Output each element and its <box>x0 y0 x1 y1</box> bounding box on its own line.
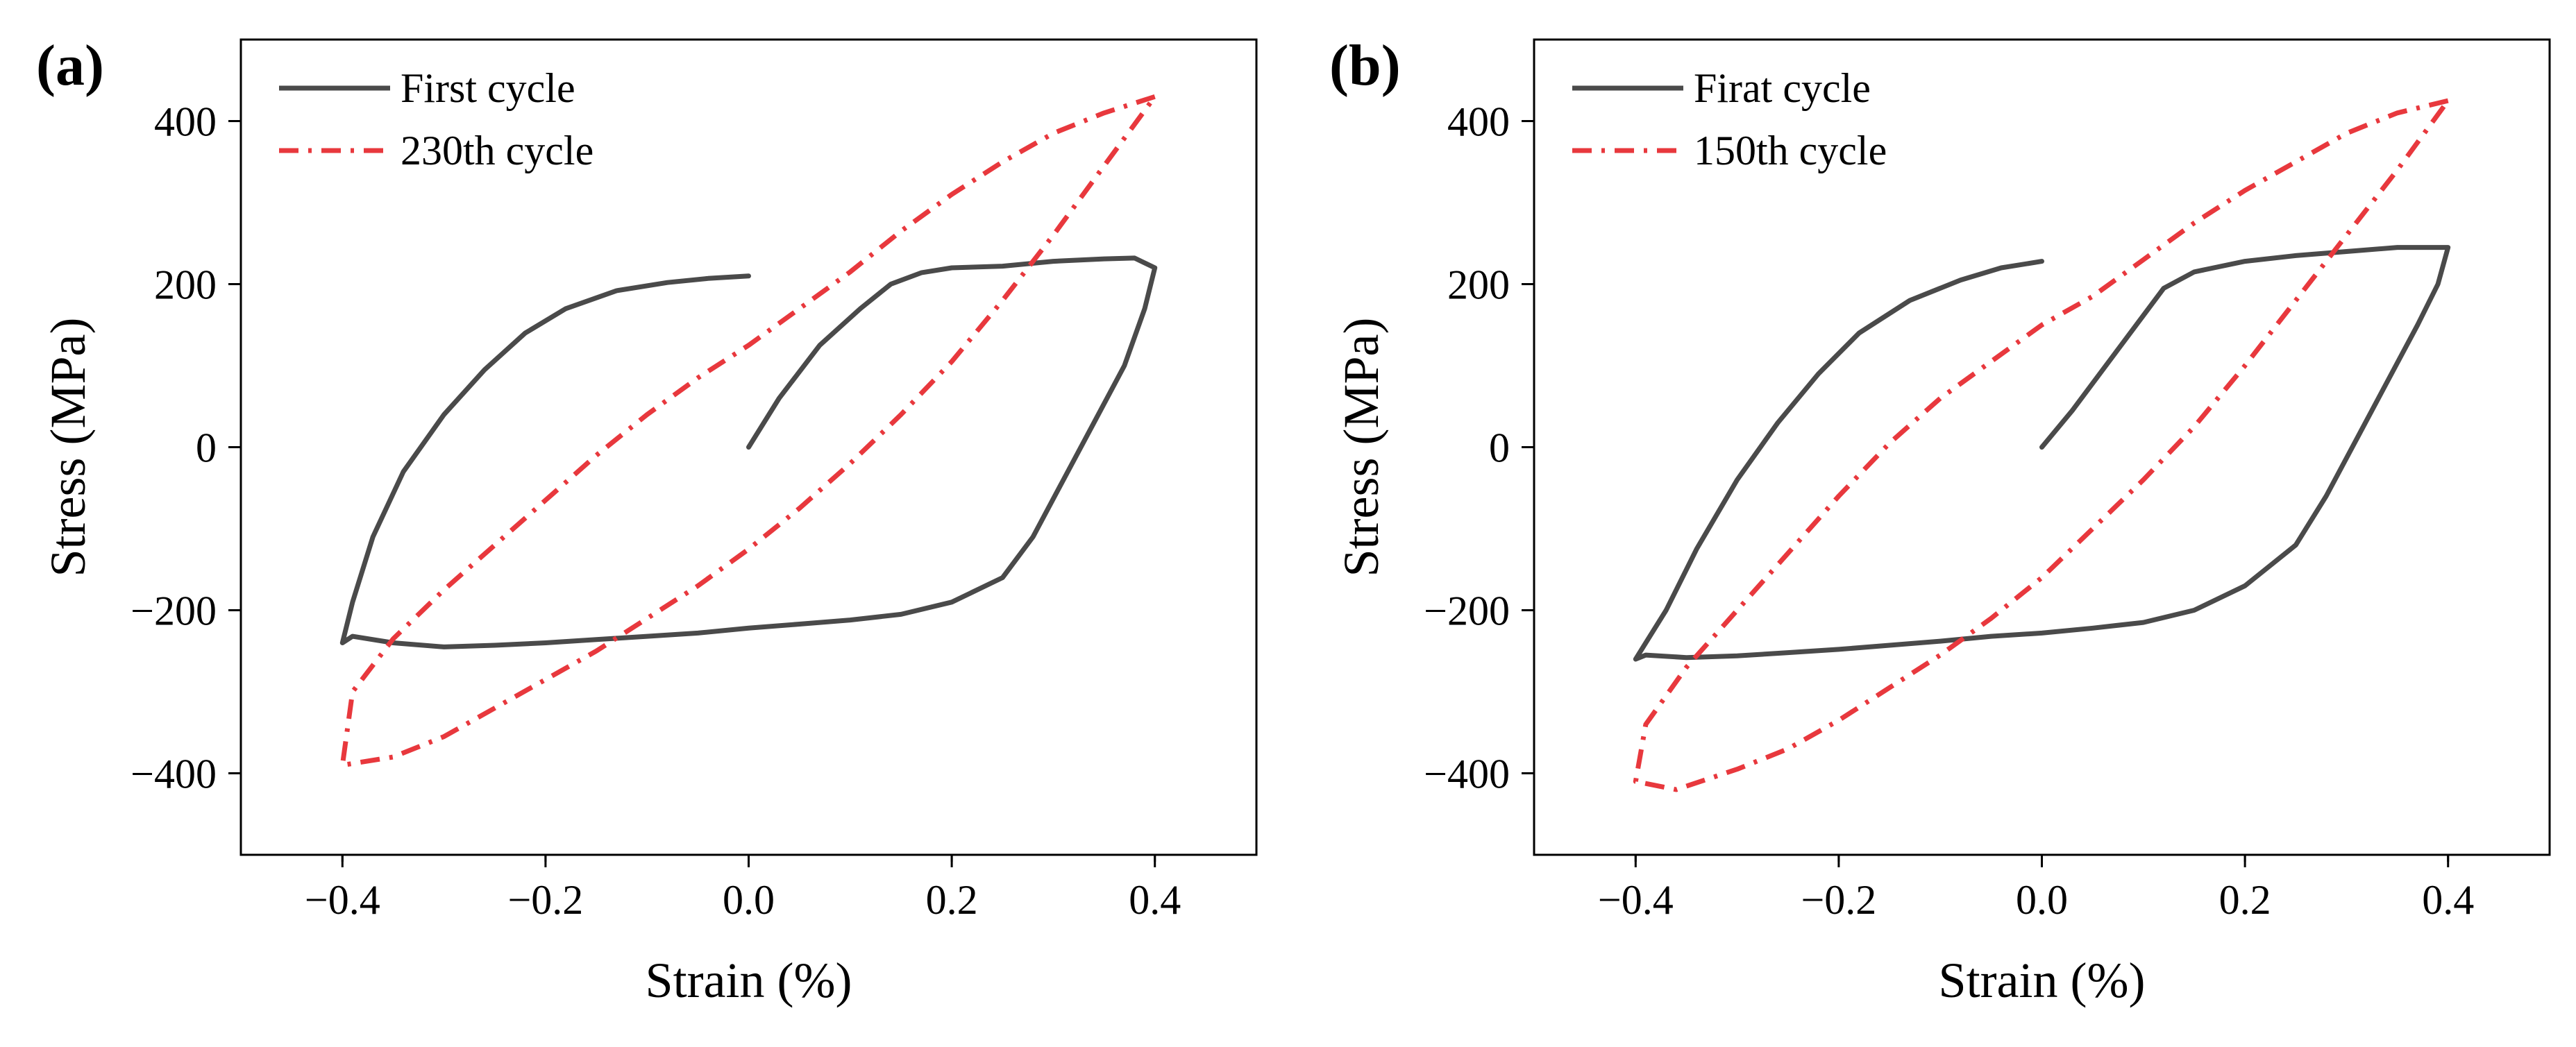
x-tick-label: −0.2 <box>1801 877 1876 923</box>
y-axis-label: Stress (MPa) <box>40 318 96 577</box>
y-tick-label: 200 <box>1447 262 1510 308</box>
y-tick-label: 400 <box>1447 99 1510 145</box>
panel-label: (a) <box>36 33 104 98</box>
x-tick-label: 0.2 <box>926 877 978 923</box>
y-tick-label: −200 <box>131 588 217 634</box>
x-tick-label: 0.0 <box>2016 877 2068 923</box>
x-tick-label: 0.4 <box>2422 877 2474 923</box>
panel-label: (b) <box>1329 33 1401 98</box>
x-tick-label: 0.2 <box>2219 877 2271 923</box>
x-tick-label: 0.0 <box>723 877 775 923</box>
y-tick-label: 0 <box>1489 425 1510 471</box>
y-tick-label: −200 <box>1424 588 1510 634</box>
chart-panel-a: −0.4 −0.2 0.0 0.2 0.4 −400 −200 0 200 400 Strain (… <box>36 33 1258 1008</box>
x-tick-label: 0.4 <box>1129 877 1181 923</box>
y-tick-label: 0 <box>196 425 217 471</box>
legend-label: 150th cycle <box>1694 128 1887 173</box>
series-line-cycled <box>339 94 1157 768</box>
series-line-first <box>1633 245 2451 662</box>
y-tick-label: −400 <box>1424 751 1510 797</box>
x-axis-label: Strain (%) <box>1939 953 2146 1008</box>
y-tick-label: 400 <box>154 99 217 145</box>
series-line-cycled <box>1633 98 2450 792</box>
legend-label: Firat cycle <box>1694 65 1871 111</box>
x-tick-label: −0.4 <box>1598 877 1674 923</box>
x-axis-label: Strain (%) <box>646 953 852 1008</box>
x-tick-label: −0.4 <box>305 877 380 923</box>
legend-label: 230th cycle <box>401 128 594 173</box>
chart-panel-b: −0.4 −0.2 0.0 0.2 0.4 −400 −200 0 200 400 Strain (… <box>1329 33 2551 1008</box>
x-tick-label: −0.2 <box>507 877 583 923</box>
y-axis-label: Stress (MPa) <box>1333 318 1389 577</box>
y-tick-label: −400 <box>131 751 217 797</box>
series-line-first <box>339 255 1158 649</box>
y-tick-label: 200 <box>154 262 217 308</box>
legend-label: First cycle <box>401 65 575 111</box>
